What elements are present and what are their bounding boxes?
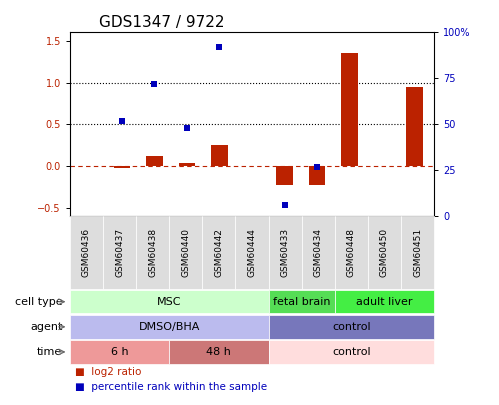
Point (280, 202, 288, 209)
Text: ■  percentile rank within the sample: ■ percentile rank within the sample (75, 382, 267, 392)
Point (118, 117, 126, 124)
Bar (341, 53, 358, 166)
Bar (276, 166, 292, 185)
Text: GSM60440: GSM60440 (181, 228, 190, 277)
Point (150, 81, 158, 87)
Text: GSM60450: GSM60450 (380, 228, 389, 277)
Text: GSM60436: GSM60436 (82, 228, 91, 277)
Text: cell type: cell type (15, 297, 62, 307)
Text: agent: agent (30, 322, 62, 332)
Text: control: control (332, 347, 371, 357)
Bar (407, 87, 423, 166)
Bar (212, 145, 228, 166)
Bar (309, 166, 325, 185)
Text: ■  log2 ratio: ■ log2 ratio (75, 367, 141, 377)
Text: GSM60448: GSM60448 (347, 228, 356, 277)
Text: DMSO/BHA: DMSO/BHA (139, 322, 200, 332)
Bar (114, 166, 130, 168)
Text: time: time (37, 347, 62, 357)
Text: 48 h: 48 h (207, 347, 232, 357)
Text: GSM60442: GSM60442 (215, 228, 224, 277)
Bar (179, 163, 195, 166)
Text: GSM60444: GSM60444 (248, 228, 256, 277)
Text: GSM60434: GSM60434 (314, 228, 323, 277)
Text: GSM60437: GSM60437 (115, 228, 124, 277)
Point (216, 44, 224, 50)
Text: GSM60433: GSM60433 (280, 228, 289, 277)
Text: control: control (332, 322, 371, 332)
Point (183, 125, 191, 131)
Bar (146, 156, 163, 166)
Text: GSM60451: GSM60451 (413, 228, 422, 277)
Text: GDS1347 / 9722: GDS1347 / 9722 (99, 15, 225, 30)
Point (313, 163, 321, 170)
Text: GSM60438: GSM60438 (148, 228, 157, 277)
Text: fetal brain: fetal brain (273, 297, 330, 307)
Text: adult liver: adult liver (356, 297, 413, 307)
Text: MSC: MSC (157, 297, 182, 307)
Text: 6 h: 6 h (111, 347, 128, 357)
